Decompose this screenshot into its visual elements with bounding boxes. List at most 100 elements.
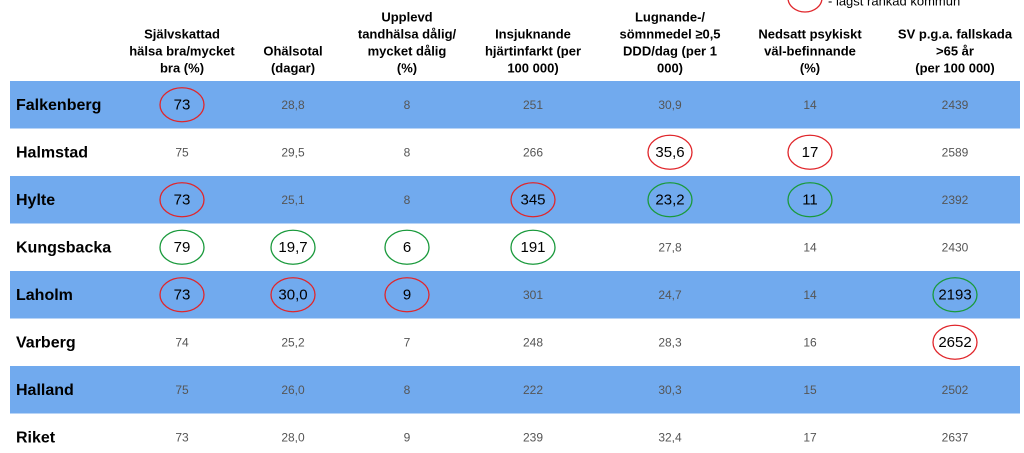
column-header: (%) bbox=[397, 60, 417, 75]
rank-circle bbox=[932, 324, 978, 360]
cell-value: 30,9 bbox=[658, 98, 682, 112]
cell-value: 8 bbox=[404, 193, 411, 207]
column-header: tandhälsa dålig/ bbox=[358, 26, 457, 41]
cell-value: 9 bbox=[404, 430, 411, 444]
row-stripe bbox=[10, 176, 1020, 224]
cell-value: 25,1 bbox=[281, 193, 305, 207]
row-name: Falkenberg bbox=[16, 97, 101, 114]
cell-value: 73 bbox=[174, 192, 191, 209]
cell-value: 8 bbox=[404, 145, 411, 159]
cell-value: 73 bbox=[175, 430, 189, 444]
column-header: Självskattad bbox=[144, 26, 220, 41]
cell-value: 9 bbox=[403, 287, 411, 304]
cell-value: 73 bbox=[174, 287, 191, 304]
rank-circle bbox=[932, 277, 978, 313]
cell-value: 345 bbox=[520, 192, 545, 209]
cell-value: 2439 bbox=[942, 98, 969, 112]
cell-value: 266 bbox=[523, 145, 543, 159]
column-header: Ohälsotal bbox=[263, 43, 322, 58]
cell-value: 35,6 bbox=[655, 144, 684, 161]
cell-value: 15 bbox=[803, 383, 817, 397]
row-name: Riket bbox=[16, 429, 56, 446]
cell-value: 301 bbox=[523, 288, 543, 302]
cell-value: 14 bbox=[803, 240, 817, 254]
cell-value: 30,0 bbox=[278, 287, 307, 304]
row-name: Halmstad bbox=[16, 144, 88, 161]
rank-circle bbox=[159, 182, 205, 218]
column-header: >65 år bbox=[936, 43, 974, 58]
cell-value: 14 bbox=[803, 288, 817, 302]
column-header: (dagar) bbox=[271, 60, 315, 75]
rank-circle bbox=[647, 182, 693, 218]
column-header: Upplevd bbox=[381, 9, 432, 24]
rank-circle bbox=[159, 87, 205, 123]
cell-value: 8 bbox=[404, 383, 411, 397]
cell-value: 2430 bbox=[942, 240, 969, 254]
rank-circle bbox=[787, 182, 833, 218]
cell-value: 19,7 bbox=[278, 239, 307, 256]
rank-circle bbox=[270, 277, 316, 313]
cell-value: 2502 bbox=[942, 383, 969, 397]
cell-value: 29,5 bbox=[281, 145, 305, 159]
cell-value: 2392 bbox=[942, 193, 969, 207]
cell-value: 239 bbox=[523, 430, 543, 444]
cell-value: 25,2 bbox=[281, 335, 305, 349]
column-header: sömnmedel ≥0,5 bbox=[619, 26, 720, 41]
cell-value: 73 bbox=[174, 97, 191, 114]
rank-circle bbox=[510, 229, 556, 265]
cell-value: 14 bbox=[803, 98, 817, 112]
rank-circle bbox=[510, 182, 556, 218]
rank-circle bbox=[384, 229, 430, 265]
cell-value: 26,0 bbox=[281, 383, 305, 397]
cell-value: 248 bbox=[523, 335, 543, 349]
cell-value: 24,7 bbox=[658, 288, 682, 302]
row-stripe bbox=[10, 81, 1020, 129]
row-name: Halland bbox=[16, 382, 74, 399]
rank-circle bbox=[647, 134, 693, 170]
row-name: Hylte bbox=[16, 192, 55, 209]
column-header: 000) bbox=[657, 60, 683, 75]
cell-value: 75 bbox=[175, 145, 189, 159]
rank-circle bbox=[787, 134, 833, 170]
column-header: SV p.g.a. fallskada bbox=[898, 26, 1013, 41]
cell-value: 2652 bbox=[938, 334, 971, 351]
cell-value: 28,8 bbox=[281, 98, 305, 112]
cell-value: 191 bbox=[520, 239, 545, 256]
column-header: hjärtinfarkt (per bbox=[485, 43, 581, 58]
column-header: (per 100 000) bbox=[915, 60, 995, 75]
cell-value: 6 bbox=[403, 239, 411, 256]
column-header: hälsa bra/mycket bbox=[129, 43, 235, 58]
cell-value: 23,2 bbox=[655, 192, 684, 209]
cell-value: 32,4 bbox=[658, 430, 682, 444]
column-header: Insjuknande bbox=[495, 26, 571, 41]
column-header: (%) bbox=[800, 60, 820, 75]
row-name: Varberg bbox=[16, 334, 76, 351]
cell-value: 2589 bbox=[942, 145, 969, 159]
cell-value: 251 bbox=[523, 98, 543, 112]
cell-value: 7 bbox=[404, 335, 411, 349]
row-stripe bbox=[10, 366, 1020, 414]
column-header: Nedsatt psykiskt bbox=[758, 26, 862, 41]
cell-value: 17 bbox=[802, 144, 819, 161]
column-header: mycket dålig bbox=[368, 43, 447, 58]
cell-value: 75 bbox=[175, 383, 189, 397]
cell-value: 222 bbox=[523, 383, 543, 397]
rank-circle bbox=[159, 229, 205, 265]
row-name: Kungsbacka bbox=[16, 239, 111, 256]
cell-value: 16 bbox=[803, 335, 817, 349]
row-stripe bbox=[10, 271, 1020, 319]
rank-circle bbox=[384, 277, 430, 313]
cell-value: 11 bbox=[802, 192, 818, 209]
row-name: Laholm bbox=[16, 287, 73, 304]
column-header: DDD/dag (per 1 bbox=[623, 43, 717, 58]
cell-value: 28,0 bbox=[281, 430, 305, 444]
rank-circle bbox=[159, 277, 205, 313]
column-header: Lugnande-/ bbox=[635, 9, 705, 24]
legend-text: - lägst rankad kommun bbox=[828, 0, 960, 8]
legend-circle bbox=[787, 0, 823, 13]
cell-value: 17 bbox=[803, 430, 817, 444]
rank-circle bbox=[270, 229, 316, 265]
cell-value: 8 bbox=[404, 98, 411, 112]
cell-value: 27,8 bbox=[658, 240, 682, 254]
